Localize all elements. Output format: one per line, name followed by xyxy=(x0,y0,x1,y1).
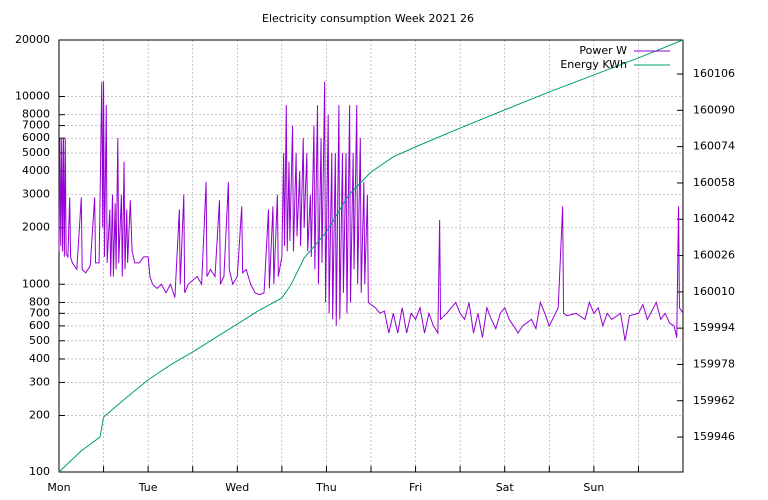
x-tick-label: Sun xyxy=(583,481,604,494)
legend-label: Power W xyxy=(579,44,627,57)
series-line xyxy=(58,39,684,473)
y-tick-label: 400 xyxy=(29,352,50,365)
y-tick-label: 8000 xyxy=(22,108,50,121)
x-tick-label: Sat xyxy=(496,481,515,494)
plot-border xyxy=(58,39,684,473)
y-tick-label: 7000 xyxy=(22,119,50,132)
y-tick-label: 5000 xyxy=(22,146,50,159)
y-tick-label: 10000 xyxy=(15,90,50,103)
y2-tick-label: 159978 xyxy=(693,357,735,370)
y-tick-label: 4000 xyxy=(22,164,50,177)
y-tick-label: 500 xyxy=(29,334,50,347)
series-line xyxy=(58,81,684,341)
y2-tick-label: 159962 xyxy=(693,394,735,407)
y-tick-label: 800 xyxy=(29,295,50,308)
legend-label: Energy KWh xyxy=(560,58,627,71)
x-tick-label: Mon xyxy=(47,481,70,494)
y-tick-label: 2000 xyxy=(22,221,50,234)
y-tick-label: 600 xyxy=(29,319,50,332)
x-tick-label: Wed xyxy=(225,481,249,494)
y2-tick-label: 160042 xyxy=(693,212,735,225)
y2-tick-label: 160026 xyxy=(693,249,735,262)
chart-title: Electricity consumption Week 2021 26 xyxy=(262,12,474,25)
x-tick-label: Fri xyxy=(409,481,422,494)
y2-tick-label: 159946 xyxy=(693,430,735,443)
y2-tick-label: 160090 xyxy=(693,103,735,116)
y-tick-label: 6000 xyxy=(22,131,50,144)
y-tick-label: 1000 xyxy=(22,277,50,290)
y-tick-label: 20000 xyxy=(15,33,50,46)
y2-tick-label: 160010 xyxy=(693,285,735,298)
y2-tick-label: 160074 xyxy=(693,140,735,153)
y-tick-label: 200 xyxy=(29,408,50,421)
x-tick-label: Thu xyxy=(315,481,337,494)
y2-tick-label: 160058 xyxy=(693,176,735,189)
y-tick-label: 700 xyxy=(29,306,50,319)
y-tick-label: 3000 xyxy=(22,188,50,201)
y-tick-label: 100 xyxy=(29,465,50,478)
y2-tick-label: 159994 xyxy=(693,321,735,334)
y2-tick-label: 160106 xyxy=(693,67,735,80)
y-tick-label: 300 xyxy=(29,375,50,388)
x-tick-label: Tue xyxy=(138,481,158,494)
